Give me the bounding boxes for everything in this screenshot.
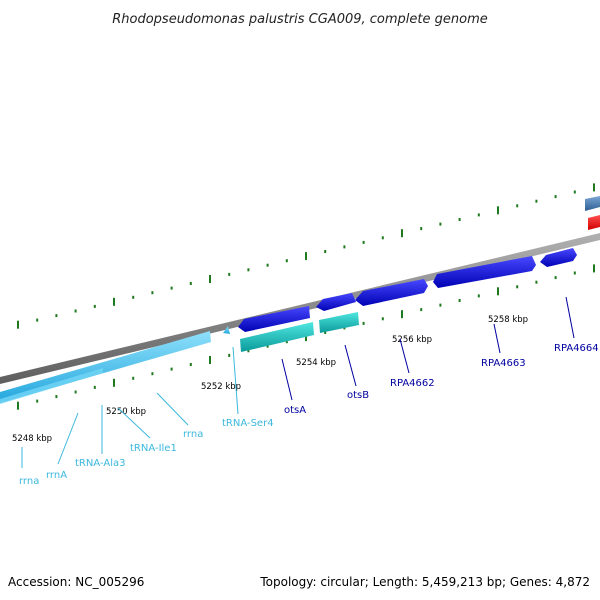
gene-label[interactable]: rrna xyxy=(19,476,39,487)
scale-ticks: 5248 kbp 5250 kbp 5252 kbp 5254 kbp 5256 kbp… xyxy=(12,183,595,444)
feature-teal-1[interactable] xyxy=(240,322,314,352)
feature-rpa4662[interactable] xyxy=(355,279,428,306)
gene-label[interactable]: RPA4664 xyxy=(554,343,599,354)
feature-otsA[interactable] xyxy=(238,306,310,332)
gene-labels: rrna rrnA tRNA-Ala3 tRNA-Ile1 rrna tRNA-Ser4 o… xyxy=(19,296,599,487)
feature-otsB[interactable] xyxy=(316,293,356,311)
leader-line xyxy=(344,344,357,387)
map-title: Rhodopseudomonas palustris CGA009, compl… xyxy=(112,12,488,27)
accession-text: Accession: NC_005296 xyxy=(8,575,144,589)
leader-line xyxy=(565,296,575,339)
feature-teal-2[interactable] xyxy=(319,312,359,333)
gene-label[interactable]: tRNA-Ala3 xyxy=(75,458,125,469)
feature-rpa4663[interactable] xyxy=(433,256,536,288)
scale-label: 5256 kbp xyxy=(392,335,432,345)
scale-label: 5254 kbp xyxy=(296,358,336,368)
gene-label[interactable]: RPA4663 xyxy=(481,358,526,369)
genome-summary-text: Topology: circular; Length: 5,459,213 bp… xyxy=(259,575,590,589)
gene-label[interactable]: rrnA xyxy=(46,470,67,481)
gene-label[interactable]: rrna xyxy=(183,429,203,440)
leader-line xyxy=(232,346,239,415)
scale-label: 5258 kbp xyxy=(488,315,528,325)
feature-rna-small[interactable] xyxy=(0,368,103,404)
leader-line xyxy=(57,412,79,465)
gene-label[interactable]: tRNA-Ser4 xyxy=(222,418,274,429)
feature-trna-ser4[interactable] xyxy=(223,326,230,334)
scale-label: 5252 kbp xyxy=(201,382,241,392)
feature-red[interactable] xyxy=(588,215,600,230)
gene-label[interactable]: tRNA-Ile1 xyxy=(130,443,177,454)
scale-label: 5250 kbp xyxy=(106,407,146,417)
feature-rpa4664[interactable] xyxy=(540,248,577,267)
leader-line xyxy=(156,392,189,426)
gene-label[interactable]: otsB xyxy=(347,390,369,401)
gene-label[interactable]: RPA4662 xyxy=(390,378,435,389)
feature-steel[interactable] xyxy=(585,196,600,211)
scale-label: 5248 kbp xyxy=(12,434,52,444)
leader-line xyxy=(399,338,410,374)
gene-label[interactable]: otsA xyxy=(284,405,306,416)
leader-line xyxy=(493,323,501,354)
leader-line xyxy=(117,407,151,439)
leader-line xyxy=(281,358,293,401)
